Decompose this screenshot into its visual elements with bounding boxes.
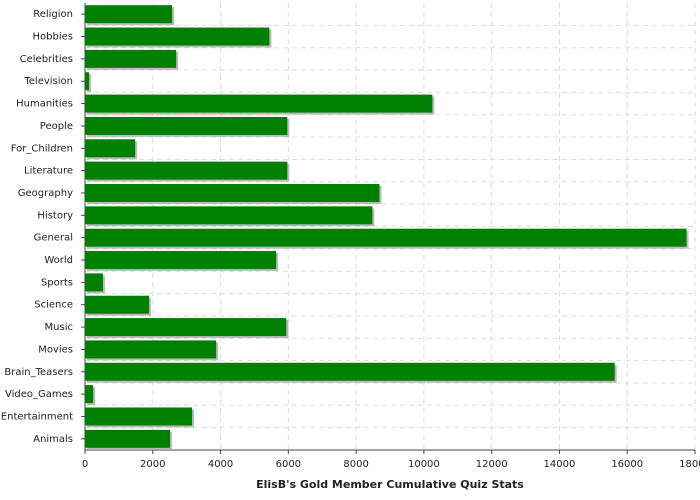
x-tick-label: 2000 — [140, 459, 165, 470]
bar — [85, 183, 380, 202]
y-tick-label: Hobbies — [33, 32, 73, 43]
bar — [85, 139, 136, 158]
y-tick-label: For_Children — [11, 143, 73, 154]
y-tick-label: Humanities — [16, 99, 73, 110]
bar — [85, 429, 171, 448]
bar — [85, 362, 615, 381]
x-tick-label: 12000 — [476, 459, 508, 470]
bar — [85, 273, 103, 292]
bar — [85, 116, 288, 135]
y-tick-label: Video_Games — [5, 389, 73, 400]
bar — [85, 27, 270, 46]
y-tick-label: Celebrities — [20, 54, 73, 65]
y-tick-label: General — [34, 233, 73, 244]
x-tick-label: 8000 — [343, 459, 368, 470]
x-tick-label: 4000 — [208, 459, 233, 470]
y-tick-label: History — [37, 210, 73, 221]
bar — [85, 94, 433, 113]
x-tick-label: 16000 — [611, 459, 643, 470]
y-tick-label: Television — [23, 76, 73, 87]
bar — [85, 340, 217, 359]
y-tick-label: Literature — [24, 166, 73, 177]
y-tick-label: Brain_Teasers — [4, 367, 73, 378]
bar — [85, 49, 177, 68]
bar — [85, 385, 94, 404]
x-tick-label: 6000 — [276, 459, 301, 470]
y-tick-label: Science — [34, 300, 73, 311]
bar — [85, 206, 373, 225]
x-tick-label: 18000 — [679, 459, 700, 470]
bar — [85, 72, 90, 91]
y-tick-label: Animals — [33, 434, 73, 445]
x-tick-label: 14000 — [544, 459, 576, 470]
bar — [85, 407, 193, 426]
x-tick-label: 0 — [82, 459, 88, 470]
y-tick-label: Movies — [38, 344, 73, 355]
y-tick-label: Religion — [33, 9, 73, 20]
y-tick-label: World — [44, 255, 73, 266]
bar — [85, 295, 150, 314]
y-tick-label: Entertainment — [1, 411, 73, 422]
x-tick-label: 10000 — [408, 459, 440, 470]
bar — [85, 161, 288, 180]
y-tick-label: People — [40, 121, 73, 132]
y-tick-label: Geography — [18, 188, 73, 199]
bar — [85, 318, 287, 337]
chart-title: ElisB's Gold Member Cumulative Quiz Stat… — [256, 478, 524, 491]
bar — [85, 228, 687, 247]
y-tick-label: Sports — [41, 277, 73, 288]
bar — [85, 5, 173, 24]
bar — [85, 251, 277, 270]
y-tick-label: Music — [45, 322, 73, 333]
